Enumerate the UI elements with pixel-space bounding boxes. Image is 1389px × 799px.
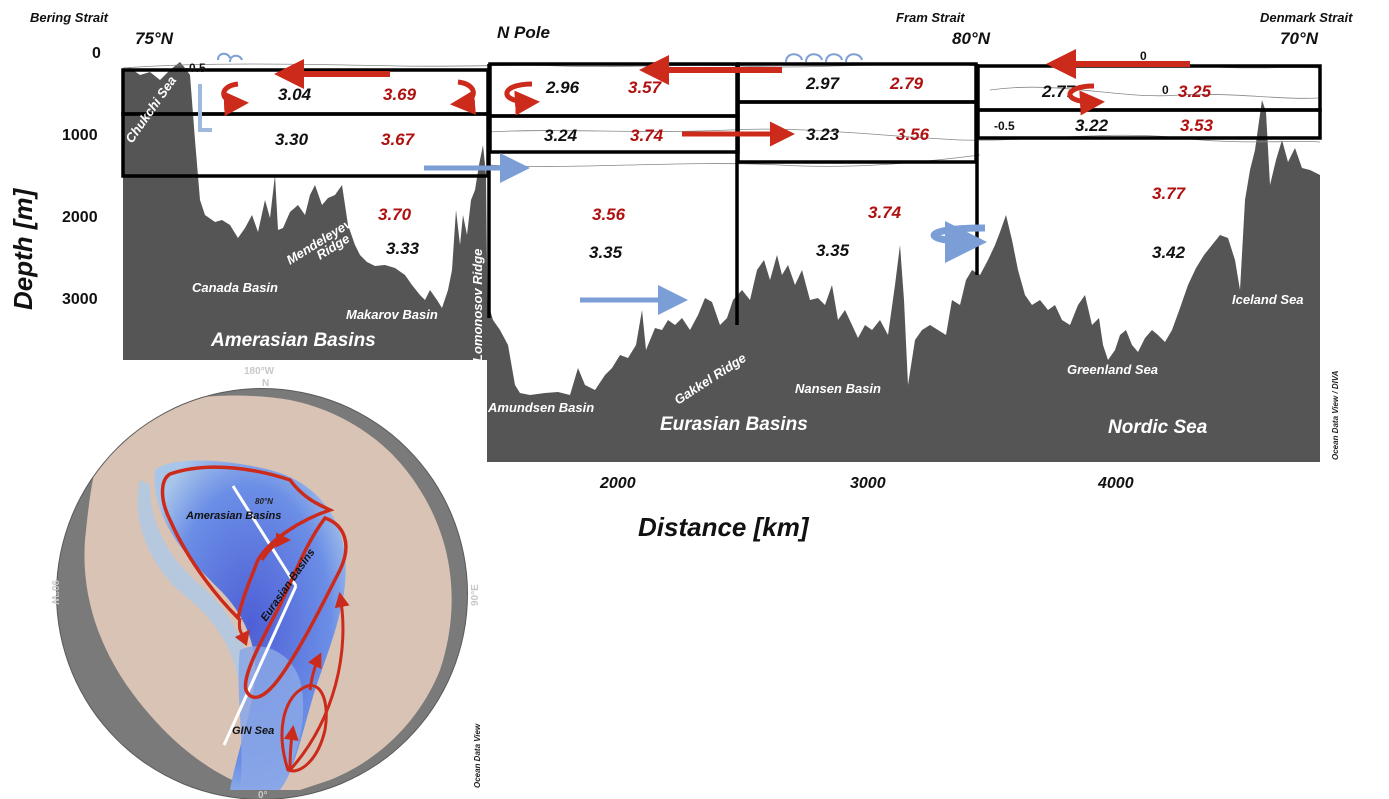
- value-amerasian-deep-black: 3.33: [386, 239, 420, 258]
- map-circulation-gin: [280, 684, 328, 773]
- label-lat-75n: 75°N: [135, 29, 174, 48]
- deep-flow-loop-arrow: [930, 220, 987, 263]
- isoline-nordic: [989, 86, 1319, 99]
- map-coord-n: N: [262, 378, 269, 389]
- label-nansen-basin: Nansen Basin: [795, 381, 881, 396]
- x-tick-2000: 2000: [599, 475, 636, 492]
- label-makarov-basin: Makarov Basin: [346, 307, 438, 322]
- recirculation-arrow-amerasian-e: [450, 79, 476, 115]
- y-axis-title: Depth [m]: [8, 187, 38, 310]
- recirculation-arrow-amerasian-w: [221, 81, 249, 117]
- map-label-gin: GIN Sea: [232, 725, 274, 737]
- label-region-nordic: Nordic Sea: [1108, 417, 1208, 438]
- bathymetry-amerasian: [123, 62, 488, 360]
- map-loop-arrow-4: [260, 532, 291, 561]
- section-panel: Bering Strait 75°N N Pole Fram Strait 80…: [8, 10, 1353, 542]
- box-nordic-upper: [976, 64, 1322, 112]
- map-atlantic-inflow-arrow: [288, 592, 350, 772]
- bathymetry-eurasian-nordic: [487, 100, 1320, 462]
- value-nordic-deep-black: 3.42: [1152, 243, 1186, 262]
- label-bering-strait: Bering Strait: [30, 10, 109, 25]
- recirculation-arrow-nordic: [1067, 83, 1105, 116]
- y-tick-1000: 1000: [62, 127, 98, 144]
- value-eurasian-w-upper-black: 2.96: [545, 78, 580, 97]
- recirculation-arrow-eurasian: [504, 81, 540, 116]
- value-nordic-mid-black: 3.22: [1075, 116, 1109, 135]
- y-tick-0: 0: [92, 45, 101, 62]
- map-coord-0: 0°: [258, 790, 268, 799]
- value-eurasian-e-deep-black: 3.35: [816, 241, 850, 260]
- label-fram-strait: Fram Strait: [896, 10, 965, 25]
- y-tick-2000: 2000: [62, 209, 98, 226]
- map-label-80n: 80°N: [255, 497, 273, 506]
- value-eurasian-e-mid-black: 3.23: [806, 125, 840, 144]
- value-amerasian-upper-red: 3.69: [383, 85, 417, 104]
- label-lat-70n: 70°N: [1280, 29, 1319, 48]
- map-ocean-shelf: [137, 480, 251, 700]
- surface-eddy-icons-fram: [785, 53, 863, 63]
- map-loop-arrow-3: [234, 617, 250, 647]
- value-amerasian-mid-red: 3.67: [381, 130, 416, 149]
- value-eurasian-w-deep-red: 3.56: [592, 205, 626, 224]
- map-section-line-2: [222, 585, 298, 746]
- value-eurasian-w-upper-red: 3.57: [628, 78, 663, 97]
- iso-nordic-left: -0.5: [994, 119, 1015, 133]
- x-tick-3000: 3000: [850, 475, 886, 492]
- map-label-amerasian: Amerasian Basins: [185, 510, 281, 522]
- x-axis-title: Distance [km]: [638, 512, 810, 542]
- value-eurasian-w-mid-red: 3.74: [630, 126, 664, 145]
- map-ocean-gin: [238, 646, 304, 790]
- value-amerasian-upper-black: 3.04: [278, 85, 312, 104]
- label-lomonosov-ridge: Lomonosov Ridge: [470, 249, 485, 362]
- label-denmark-strait: Denmark Strait: [1260, 10, 1353, 25]
- value-nordic-mid-red: 3.53: [1180, 116, 1214, 135]
- label-n-pole: N Pole: [497, 23, 550, 42]
- map-credit: Ocean Data View: [473, 723, 482, 788]
- label-region-eurasian: Eurasian Basins: [660, 414, 808, 435]
- map-loop-arrow-5: [307, 652, 322, 691]
- iso-chukchi: -0.5: [185, 61, 206, 75]
- map-coord-90e: 90°E: [470, 584, 481, 606]
- label-lat-80n: 80°N: [952, 29, 991, 48]
- map-coord-180w: 180°W: [244, 366, 275, 377]
- value-amerasian-deep-red: 3.70: [378, 205, 412, 224]
- label-canada-basin: Canada Basin: [192, 280, 278, 295]
- map-section-line: [231, 485, 298, 587]
- pacific-inflow-arrow: [198, 84, 212, 132]
- map-coord-90w: 90°W: [49, 580, 60, 605]
- x-tick-4000: 4000: [1097, 475, 1134, 492]
- isoline-mid: [487, 128, 1321, 143]
- value-eurasian-w-deep-black: 3.35: [589, 243, 623, 262]
- label-greenland-sea: Greenland Sea: [1067, 362, 1158, 377]
- value-amerasian-mid-black: 3.30: [275, 130, 309, 149]
- map-circulation-amerasian: [160, 465, 335, 622]
- label-iceland-sea: Iceland Sea: [1232, 292, 1304, 307]
- label-credit-section: Ocean Data View / DIVA: [1331, 370, 1340, 460]
- label-region-amerasian: Amerasian Basins: [210, 330, 376, 351]
- label-amundsen-basin: Amundsen Basin: [487, 400, 594, 415]
- value-eurasian-e-deep-red: 3.74: [868, 203, 902, 222]
- iso-nordic-mid: 0: [1162, 83, 1169, 97]
- value-eurasian-e-upper-black: 2.97: [805, 74, 841, 93]
- value-eurasian-w-mid-black: 3.24: [544, 126, 578, 145]
- box-nordic-mid: [976, 108, 1322, 140]
- map-circulation-eurasian: [243, 515, 348, 700]
- value-eurasian-e-upper-red: 2.79: [889, 74, 924, 93]
- map-inflow-arrow-2: [283, 725, 299, 771]
- polar-map: Amerasian Basins Eurasian Basins GIN Sea…: [49, 366, 482, 799]
- value-nordic-upper-red: 3.25: [1178, 82, 1212, 101]
- surface-eddy-icons-chukchi: [217, 52, 243, 63]
- y-tick-3000: 3000: [62, 291, 98, 308]
- value-eurasian-e-mid-red: 3.56: [896, 125, 930, 144]
- value-nordic-upper-black: 2.77: [1041, 82, 1077, 101]
- value-nordic-deep-red: 3.77: [1152, 184, 1187, 203]
- iso-nordic-top: 0: [1140, 49, 1147, 63]
